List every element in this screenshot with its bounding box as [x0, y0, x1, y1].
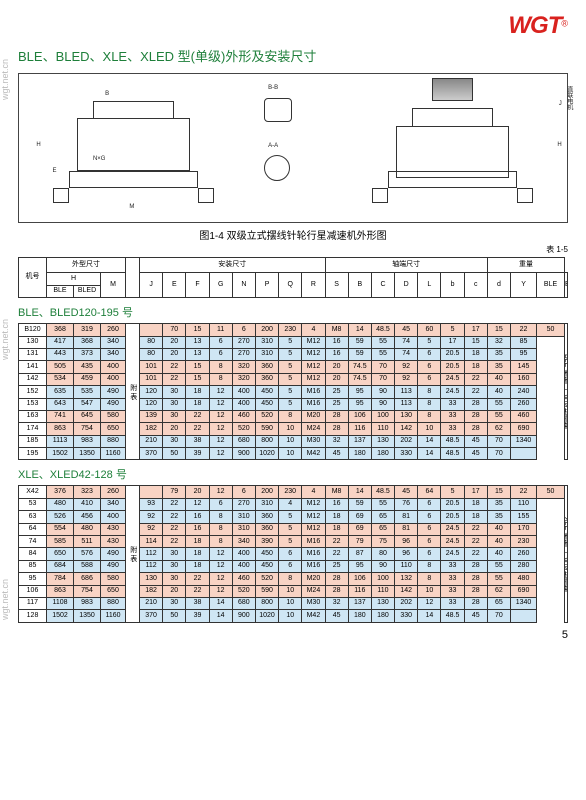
dim-b: B [105, 91, 109, 97]
table-row: 13041736834080201362703105M1216595574517… [19, 336, 568, 348]
group-weight: 重量 [487, 258, 564, 273]
table-row: 6455448043092221683103605M1218696581624.… [19, 523, 568, 535]
table-row: 10686375465018220221252059010M2428116110… [19, 585, 568, 597]
group-outer: 外型尺寸 [47, 258, 126, 273]
table-row: B120368319260附 表70151162002304M81448.545… [19, 324, 568, 336]
table-number: 表 1-5 [18, 244, 568, 255]
data-table: B120368319260附 表70151162002304M81448.545… [18, 323, 568, 460]
motor-note: 直联电机 [565, 86, 574, 110]
table-row: 185111398388021030381268080010M303213713… [19, 435, 568, 447]
diagram-right: H J 直联电机 [352, 86, 554, 211]
watermark-text: wgt.net.cn [0, 59, 10, 100]
table-row: 141505435400101221583203605M122074.57092… [19, 361, 568, 373]
watermark-text: wgt.net.cn [0, 579, 10, 620]
dim-m: M [129, 204, 134, 210]
engineering-diagram: H M E B N×G B-B A-A H J 直联电机 [18, 73, 568, 223]
group-shaft: 轴端尺寸 [325, 258, 487, 273]
page-number: 5 [18, 629, 568, 641]
table-row: 74585511430114221883403905M1622797596624… [19, 536, 568, 548]
table-row: 1536435474901203018124004505M16259590113… [19, 398, 568, 410]
table-row: 957846865801303022124605208M202810610013… [19, 573, 568, 585]
col-jihao: 机号 [19, 258, 47, 298]
table-row: 856845884901123018124004506M162595901108… [19, 560, 568, 572]
table-row: 846505764901123018124004506M162287809662… [19, 548, 568, 560]
section-title: BLE、BLED120-195 号 [18, 304, 568, 320]
watermark-text: wgt.net.cn [0, 319, 10, 360]
section-bb-label: B-B [268, 85, 278, 91]
table-row: 128150213501160370503914900102010M424518… [19, 610, 568, 622]
table-row: 5348041034093221262703104M1216595576620.… [19, 498, 568, 510]
table-row: 1526355354901203018124004505M16259590113… [19, 386, 568, 398]
dim-h: H [36, 142, 40, 148]
section-aa-label: A-A [268, 143, 278, 149]
table-row: 142534459400101221583203605M122074.57092… [19, 373, 568, 385]
table-row: 117110898388021030381468080010M303213713… [19, 597, 568, 609]
trademark-icon: ® [561, 19, 568, 29]
page-title: BLE、BLED、XLE、XLED 型(单级)外形及安装尺寸 [18, 46, 568, 65]
diagram-left: H M E B N×G [32, 86, 234, 211]
weight-note: XLE 重量 ＋ 电动机重量 [565, 486, 568, 622]
dim-nxg: N×G [93, 156, 106, 162]
table-row: 195150213501160370503912900102010M424518… [19, 448, 568, 460]
logo-container: WGT® [18, 12, 568, 40]
dim-j: J [559, 101, 562, 107]
dim-e: E [53, 168, 57, 174]
section-views: B-B A-A [245, 82, 341, 214]
header-table: 机号 外型尺寸 安装尺寸 轴端尺寸 重量 HMJEFGNPQRSBCDLbcdY… [18, 257, 568, 298]
group-install: 安装尺寸 [140, 258, 326, 273]
table-row: 1637416455801393022124605208M20281061001… [19, 410, 568, 422]
brand-logo: WGT [508, 12, 561, 39]
table-row: 6352645640092221683103605M1218696581620.… [19, 511, 568, 523]
dim-h2: H [557, 142, 561, 148]
diagram-caption: 图1-4 双级立式摆线针轮行星减速机外形图 [18, 227, 568, 242]
table-row: X42376323260附 表79201262002304M81448.5456… [19, 486, 568, 498]
table-row: 13144337334080201362703105M1216595574620… [19, 348, 568, 360]
section-title: XLE、XLED42-128 号 [18, 466, 568, 482]
table-row: 17486375465018220221252059010M2428116110… [19, 423, 568, 435]
weight-note: BLE 重量 ＋ 电动机重量 [565, 324, 568, 460]
data-table: X42376323260附 表79201262002304M81448.5456… [18, 485, 568, 622]
